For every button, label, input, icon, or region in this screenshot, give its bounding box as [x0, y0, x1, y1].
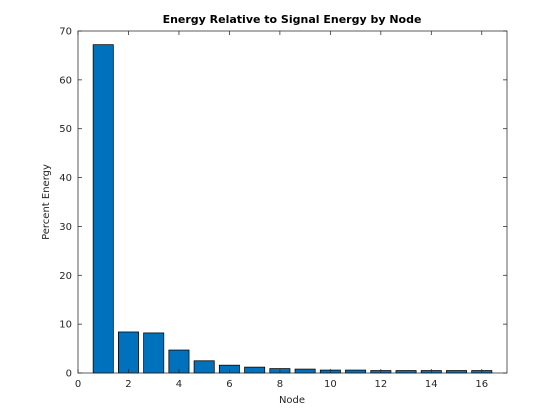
x-tick-label: 2	[125, 379, 131, 390]
x-tick-label: 6	[226, 379, 232, 390]
y-tick-label: 20	[59, 271, 72, 282]
y-axis-label: Percent Energy	[41, 164, 52, 240]
y-axis-ticks: 0 10 20 30 40 50 60 70	[59, 27, 507, 380]
x-tick-label: 14	[425, 379, 438, 390]
x-tick-label: 4	[176, 379, 182, 390]
bar-node-2	[118, 331, 139, 374]
x-axis-ticks: 0 2 4 6 8 10 12 14 16	[75, 31, 488, 390]
x-tick-label: 16	[475, 379, 488, 390]
plot-box	[77, 30, 508, 374]
y-tick-label: 40	[59, 173, 72, 184]
y-tick-label: 10	[59, 320, 72, 331]
x-tick-label: 10	[324, 379, 337, 390]
bar-node-9	[294, 368, 316, 374]
x-tick-label: 0	[75, 379, 81, 390]
bar-node-5	[193, 360, 215, 374]
y-tick-label: 60	[59, 75, 72, 86]
plot-area	[78, 31, 507, 373]
y-tick-label: 0	[66, 369, 72, 380]
bar-node-7	[244, 366, 266, 374]
x-tick-label: 8	[277, 379, 283, 390]
y-tick-label: 50	[59, 124, 72, 135]
bar-node-1	[92, 44, 114, 374]
bar-node-3	[143, 332, 165, 374]
y-tick-label: 70	[59, 27, 72, 38]
chart-title: Energy Relative to Signal Energy by Node	[163, 13, 422, 26]
y-tick-label: 30	[59, 222, 72, 233]
bar-node-11	[345, 369, 367, 374]
x-axis-label: Node	[279, 395, 305, 406]
x-tick-label: 12	[374, 379, 387, 390]
